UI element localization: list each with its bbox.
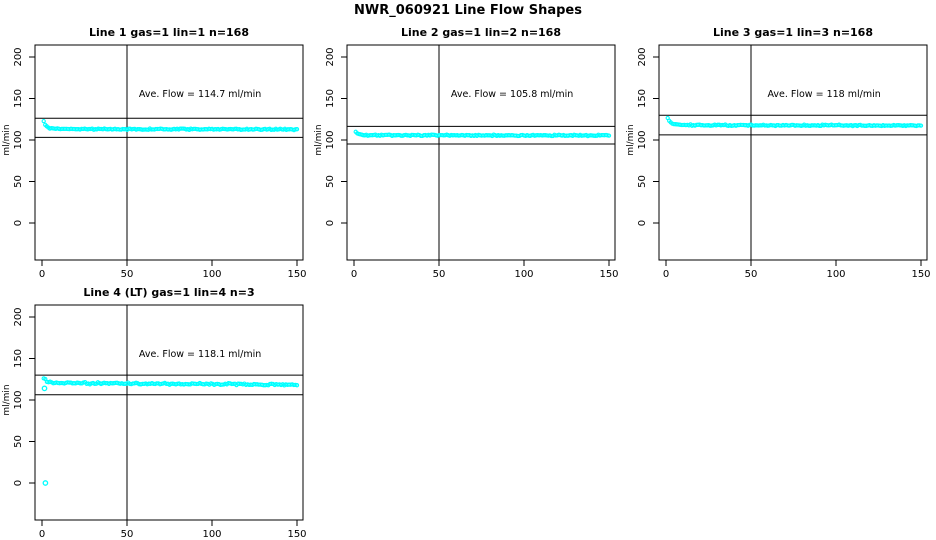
svg-text:0: 0 xyxy=(13,220,24,226)
data-points xyxy=(353,129,612,139)
y-axis-ticks: 0 50 100 150 200 xyxy=(325,47,347,226)
svg-text:100: 100 xyxy=(13,390,24,409)
ave-flow-annotation: Ave. Flow = 114.7 ml/min xyxy=(139,89,261,100)
x-axis-ticks: 0 50 100 150 xyxy=(351,260,619,280)
ave-flow-annotation: Ave. Flow = 118 ml/min xyxy=(767,89,880,100)
plot-box xyxy=(658,44,928,261)
subplot-2: 0 50 100 150 0 50 100 150 200 ml/min Line 2 gas=1 … xyxy=(314,26,619,280)
x-axis-ticks: 0 50 100 150 xyxy=(663,260,931,280)
data-points xyxy=(665,115,924,129)
svg-text:50: 50 xyxy=(745,269,758,280)
svg-text:150: 150 xyxy=(287,529,306,540)
svg-text:150: 150 xyxy=(599,269,618,280)
data-points xyxy=(41,118,300,133)
subplot-title: Line 2 gas=1 lin=2 n=168 xyxy=(401,26,561,39)
svg-text:50: 50 xyxy=(637,175,648,188)
svg-text:0: 0 xyxy=(13,480,24,486)
ave-flow-annotation: Ave. Flow = 118.1 ml/min xyxy=(139,349,261,360)
svg-text:0: 0 xyxy=(637,220,648,226)
svg-text:150: 150 xyxy=(13,349,24,368)
y-axis-label: ml/min xyxy=(2,124,12,155)
svg-text:150: 150 xyxy=(13,89,24,108)
svg-text:100: 100 xyxy=(202,269,221,280)
svg-text:100: 100 xyxy=(514,269,533,280)
svg-text:100: 100 xyxy=(826,269,845,280)
svg-text:50: 50 xyxy=(433,269,446,280)
svg-text:150: 150 xyxy=(911,269,930,280)
subplot-title: Line 4 (LT) gas=1 lin=4 n=3 xyxy=(83,286,254,299)
figure-title: NWR_060921 Line Flow Shapes xyxy=(354,3,582,18)
plot-box xyxy=(346,44,616,261)
ave-flow-annotation: Ave. Flow = 105.8 ml/min xyxy=(451,89,573,100)
svg-text:50: 50 xyxy=(121,529,134,540)
y-axis-ticks: 0 50 100 150 200 xyxy=(637,47,659,226)
outlier-point xyxy=(42,480,49,486)
svg-text:200: 200 xyxy=(637,47,648,66)
subplot-3: 0 50 100 150 0 50 100 150 200 ml/min Line 3 gas=1 … xyxy=(626,26,931,280)
svg-text:0: 0 xyxy=(351,269,357,280)
svg-text:0: 0 xyxy=(325,220,336,226)
subplot-title: Line 3 gas=1 lin=3 n=168 xyxy=(713,26,873,39)
outlier-point xyxy=(41,385,48,392)
y-axis-label: ml/min xyxy=(314,124,324,155)
svg-text:50: 50 xyxy=(13,435,24,448)
svg-text:100: 100 xyxy=(637,130,648,149)
subplot-title: Line 1 gas=1 lin=1 n=168 xyxy=(89,26,249,39)
subplot-4: 0 50 100 150 0 50 100 150 200 ml/min Line 4 (LT) g… xyxy=(2,286,307,540)
svg-text:0: 0 xyxy=(663,269,669,280)
x-axis-ticks: 0 50 100 150 xyxy=(39,520,307,540)
svg-text:150: 150 xyxy=(637,89,648,108)
data-points xyxy=(41,376,300,388)
svg-text:50: 50 xyxy=(121,269,134,280)
y-axis-label: ml/min xyxy=(626,124,636,155)
svg-text:150: 150 xyxy=(287,269,306,280)
subplot-1: 0 50 100 150 0 50 100 150 200 ml/min Line 1 gas=1 … xyxy=(2,26,307,280)
svg-text:50: 50 xyxy=(13,175,24,188)
svg-text:0: 0 xyxy=(39,529,45,540)
svg-text:200: 200 xyxy=(325,47,336,66)
svg-text:50: 50 xyxy=(325,175,336,188)
plot-box xyxy=(34,44,304,261)
x-axis-ticks: 0 50 100 150 xyxy=(39,260,307,280)
svg-text:150: 150 xyxy=(325,89,336,108)
svg-text:200: 200 xyxy=(13,307,24,326)
svg-text:100: 100 xyxy=(13,130,24,149)
svg-text:100: 100 xyxy=(325,130,336,149)
svg-text:0: 0 xyxy=(39,269,45,280)
plot-box xyxy=(34,304,304,521)
y-axis-label: ml/min xyxy=(2,384,12,415)
y-axis-ticks: 0 50 100 150 200 xyxy=(13,307,35,486)
y-axis-ticks: 0 50 100 150 200 xyxy=(13,47,35,226)
svg-text:100: 100 xyxy=(202,529,221,540)
svg-text:200: 200 xyxy=(13,47,24,66)
